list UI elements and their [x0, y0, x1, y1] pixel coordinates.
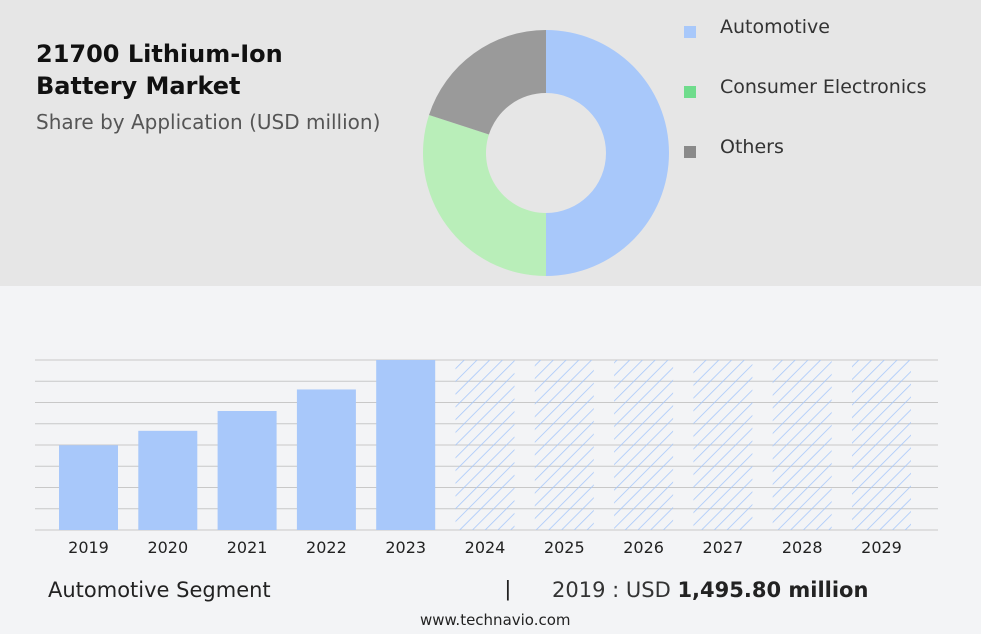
- x-tick-label: 2023: [385, 538, 426, 557]
- forecast-bar-2027: [693, 360, 753, 530]
- footer-value-amount: 1,495.80 million: [677, 578, 869, 602]
- x-tick-label: 2026: [623, 538, 664, 557]
- footer-segment-label: Automotive Segment: [48, 578, 271, 602]
- legend-swatch-automotive: [684, 26, 696, 38]
- legend-swatch-others: [684, 146, 696, 158]
- bar-chart: 2019 2020 2021 2022 2023 2024 2025 2026 2027 2028…: [35, 359, 938, 557]
- x-tick-label: 2024: [465, 538, 506, 557]
- x-tick-label: 2021: [227, 538, 268, 557]
- bar-2019: [59, 445, 118, 530]
- forecast-bar-2028: [772, 360, 832, 530]
- legend-label-consumer-electronics: Consumer Electronics: [720, 76, 927, 98]
- bar-2020: [138, 430, 198, 530]
- forecast-bar-2029: [852, 360, 911, 530]
- legend-label-others: Others: [720, 136, 784, 158]
- donut-slice-others: [429, 29, 546, 135]
- forecast-bar-2024: [455, 360, 515, 530]
- footer-value: 2019 : USD 1,495.80 million: [552, 578, 868, 602]
- x-tick-label: 2028: [782, 538, 823, 557]
- x-tick-label: 2029: [861, 538, 902, 557]
- source-url: www.technavio.com: [420, 611, 571, 629]
- x-tick-label: 2022: [306, 538, 347, 557]
- footer-value-prefix: 2019 : USD: [552, 578, 671, 602]
- chart-title: 21700 Lithium-Ion Battery Market: [36, 40, 283, 100]
- bar-2021: [217, 411, 277, 530]
- forecast-bar-2026: [614, 360, 674, 530]
- chart-subtitle: Share by Application (USD million): [36, 110, 381, 134]
- x-tick-label: 2019: [68, 538, 109, 557]
- bar-2022: [296, 389, 356, 530]
- x-tick-label: 2027: [703, 538, 744, 557]
- donut-slice-automotive: [546, 30, 669, 276]
- legend-label-automotive: Automotive: [720, 16, 830, 38]
- x-tick-label: 2020: [147, 538, 188, 557]
- forecast-bar-2025: [534, 360, 594, 530]
- donut-slice-consumer-electronics: [423, 114, 546, 277]
- donut-chart: [423, 29, 669, 277]
- legend-swatch-consumer-electronics: [684, 86, 696, 98]
- footer-separator: |: [505, 576, 511, 601]
- x-tick-label: 2025: [544, 538, 585, 557]
- bar-2023: [376, 360, 436, 530]
